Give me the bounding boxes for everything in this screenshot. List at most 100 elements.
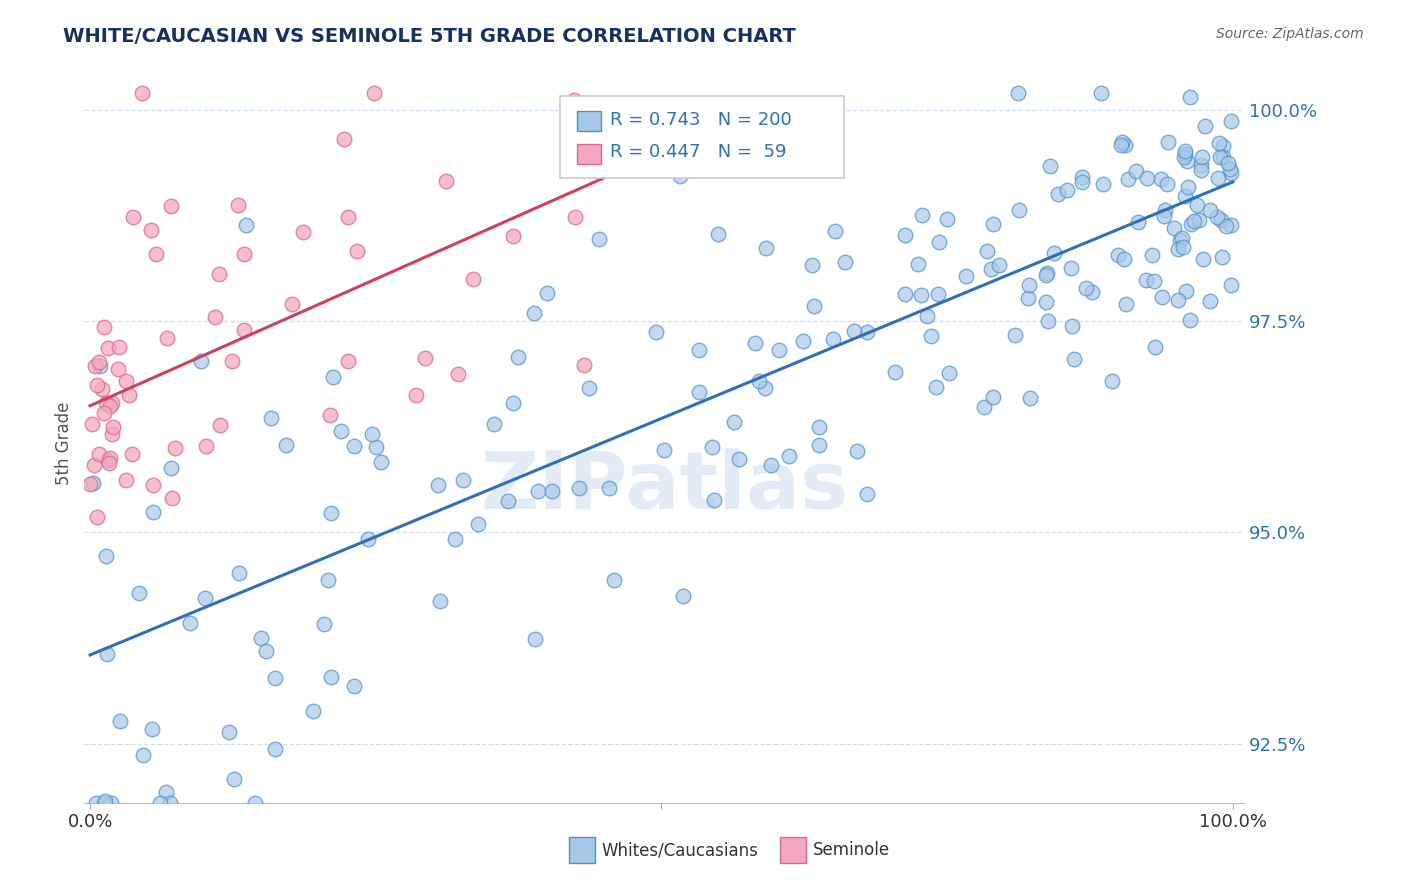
Point (89, 359, 111, 373)
Point (920, 328, 942, 343)
Point (110, 714, 132, 728)
Point (84, 359, 107, 373)
Point (1220, 219, 1243, 233)
Point (333, 131, 356, 145)
Point (343, 439, 366, 453)
Point (1180, 217, 1202, 231)
Point (108, 340, 131, 354)
Point (451, 473, 474, 487)
Point (101, 419, 124, 434)
Point (807, 420, 830, 434)
Point (1116, 171, 1139, 186)
Point (1175, 154, 1198, 169)
Point (564, 211, 586, 225)
Point (245, 796, 267, 810)
Point (1150, 172, 1173, 186)
Point (1208, 136, 1230, 150)
Point (194, 591, 217, 606)
Point (357, 532, 380, 546)
Point (370, 455, 392, 469)
Point (823, 119, 845, 133)
Point (1114, 252, 1136, 267)
Point (1109, 137, 1132, 152)
Point (96, 647, 118, 661)
Point (1060, 260, 1083, 275)
Point (1212, 150, 1234, 164)
Point (1035, 294, 1057, 309)
Point (1125, 164, 1147, 178)
Point (928, 235, 950, 250)
Point (155, 785, 177, 799)
Point (86, 510, 108, 524)
Point (264, 671, 287, 685)
Point (988, 259, 1011, 273)
Point (1070, 175, 1092, 189)
Point (1143, 340, 1166, 354)
Point (141, 722, 163, 736)
Point (274, 437, 297, 451)
Point (668, 169, 690, 183)
Point (568, 481, 591, 495)
Point (142, 505, 165, 519)
Point (98, 457, 121, 471)
Point (1152, 290, 1174, 304)
Point (204, 310, 226, 324)
Point (93, 406, 115, 420)
Point (502, 229, 524, 244)
Point (915, 310, 938, 324)
Point (461, 271, 484, 285)
Point (506, 350, 529, 364)
Point (260, 410, 283, 425)
Point (364, 440, 387, 454)
Point (1211, 250, 1233, 264)
Point (1220, 166, 1243, 180)
Point (128, 585, 150, 599)
Point (894, 287, 917, 301)
Point (808, 438, 831, 452)
Text: ZIPatlas: ZIPatlas (481, 448, 848, 526)
Point (160, 460, 183, 475)
Point (82, 476, 104, 491)
Point (723, 416, 745, 430)
Point (768, 343, 790, 357)
Point (484, 417, 506, 432)
Point (1071, 170, 1094, 185)
Point (115, 374, 138, 388)
Point (1115, 297, 1137, 311)
Point (291, 225, 314, 239)
Point (80, 417, 103, 431)
Text: R = 0.743   N = 200: R = 0.743 N = 200 (610, 111, 792, 129)
Point (100, 796, 122, 810)
Point (834, 255, 856, 269)
Point (936, 211, 959, 226)
Point (1199, 203, 1222, 218)
Point (983, 218, 1005, 232)
Point (96, 452, 118, 467)
Point (321, 506, 343, 520)
Point (89, 355, 111, 369)
Point (603, 574, 626, 588)
Point (330, 424, 353, 438)
Point (444, 532, 467, 546)
Point (160, 491, 183, 506)
Point (927, 287, 949, 301)
Point (1039, 159, 1062, 173)
Point (938, 366, 960, 380)
Point (502, 396, 524, 410)
Point (955, 269, 977, 284)
Point (139, 222, 162, 236)
Point (318, 408, 340, 422)
Point (910, 288, 932, 302)
Point (1219, 161, 1241, 176)
Point (121, 447, 143, 461)
Point (759, 458, 782, 472)
Point (1163, 221, 1185, 235)
Point (235, 218, 257, 232)
Point (1189, 163, 1212, 178)
Point (688, 384, 710, 399)
Point (1076, 281, 1098, 295)
Point (924, 380, 946, 394)
Point (588, 232, 610, 246)
Point (527, 484, 550, 499)
Point (1004, 327, 1026, 342)
